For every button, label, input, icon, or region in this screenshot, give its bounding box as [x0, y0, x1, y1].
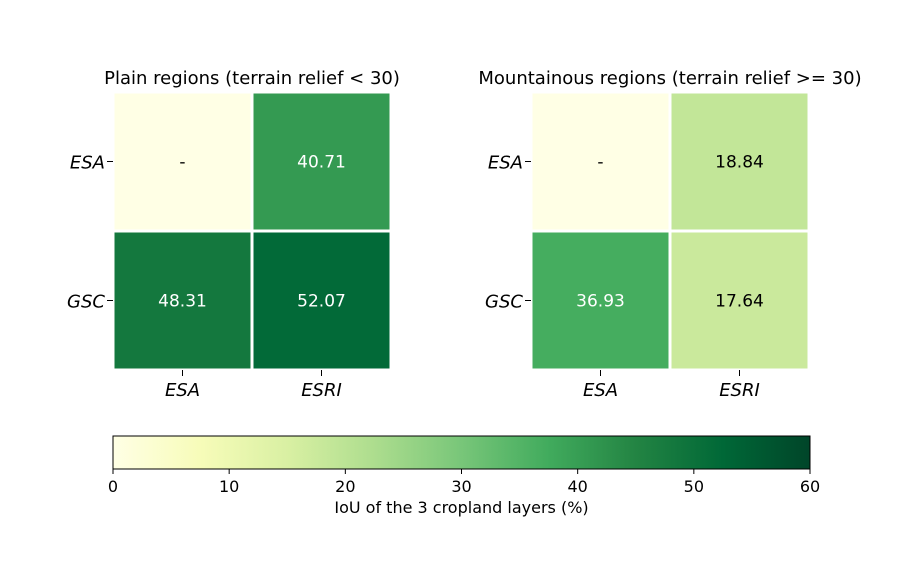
cell-value-label: 36.93	[576, 292, 625, 312]
colorbar-tick-label: 0	[108, 477, 118, 496]
colorbar-tick-label: 30	[451, 477, 471, 496]
panel-title: Plain regions (terrain relief < 30)	[104, 68, 400, 89]
colorbar-tick-label: 20	[335, 477, 355, 496]
heatmap-cell	[668, 90, 811, 233]
row-tick-label: ESA	[488, 153, 523, 174]
cell-value-label: 52.07	[297, 292, 346, 312]
cell-value-label: -	[179, 153, 185, 173]
heatmap-panel-2: Mountainous regions (terrain relief >= 3…	[478, 68, 861, 401]
heatmap-cell	[250, 229, 393, 372]
heatmap-cell	[250, 90, 393, 233]
colorbar-tick-label: 60	[800, 477, 820, 496]
colorbar-tick-label: 40	[567, 477, 587, 496]
heatmap-cell	[111, 90, 254, 233]
cell-value-label: 18.84	[715, 153, 764, 173]
row-tick-label: GSC	[67, 292, 105, 313]
row-tick-label: GSC	[485, 292, 523, 313]
cell-value-label: 17.64	[715, 292, 764, 312]
panel-title: Mountainous regions (terrain relief >= 3…	[478, 68, 861, 89]
heatmap-cell	[668, 229, 811, 372]
col-tick-label: ESA	[165, 380, 200, 401]
col-tick-label: ESRI	[301, 380, 342, 401]
heatmap-panel-1: Plain regions (terrain relief < 30) - 40.7…	[67, 68, 400, 401]
col-tick-label: ESRI	[719, 380, 760, 401]
cell-value-label: 48.31	[158, 292, 207, 312]
colorbar-label: IoU of the 3 cropland layers (%)	[334, 498, 588, 517]
cell-value-label: 40.71	[297, 153, 346, 173]
colorbar-tick-label: 10	[219, 477, 239, 496]
colorbar-gradient	[112, 435, 811, 470]
row-tick-label: ESA	[70, 153, 105, 174]
colorbar-tick-label: 50	[684, 477, 704, 496]
colorbar: 0 10 20 30 40 50 60 IoU of the 3 cropland layer…	[108, 435, 820, 517]
col-tick-label: ESA	[583, 380, 618, 401]
heatmap-cell	[111, 229, 254, 372]
cell-value-label: -	[597, 153, 603, 173]
